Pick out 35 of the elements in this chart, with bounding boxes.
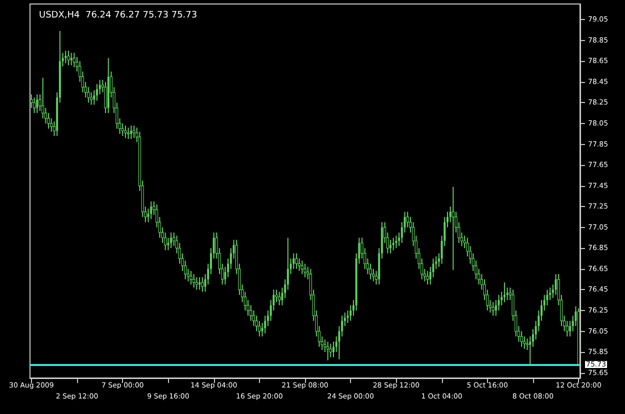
candlestick [72, 52, 76, 68]
candlestick [32, 97, 36, 114]
candlestick [389, 239, 392, 254]
candlestick [300, 260, 304, 275]
candlestick [278, 291, 281, 306]
candlestick [304, 263, 306, 278]
candlestick [132, 125, 136, 139]
candlestick [170, 232, 172, 249]
candlestick [121, 122, 124, 136]
candlestick [190, 270, 192, 285]
candlestick [395, 235, 398, 249]
candlestick [523, 336, 526, 350]
candlestick [195, 276, 198, 290]
candlestick [130, 125, 132, 140]
candlestick [346, 310, 349, 324]
candlestick [329, 343, 332, 358]
candlestick [36, 94, 38, 114]
candlestick [295, 252, 298, 270]
candlestick [124, 125, 127, 139]
candlestick [192, 274, 196, 288]
candlestick [67, 50, 70, 66]
candlestick [96, 83, 98, 102]
candlestick [201, 276, 204, 292]
candlestick [150, 200, 152, 220]
candlestick [64, 50, 67, 64]
candlestick [452, 186, 454, 270]
candlestick [326, 341, 330, 361]
candlestick [70, 52, 72, 66]
candlestick [392, 237, 394, 251]
candlestick [492, 302, 494, 316]
candlestick [127, 127, 130, 140]
candlestick [426, 270, 429, 285]
candlestick [198, 276, 201, 290]
text: USDX,H4 76.24 76.27 75.73 75.73 [39, 10, 198, 20]
candlestick [503, 282, 506, 303]
